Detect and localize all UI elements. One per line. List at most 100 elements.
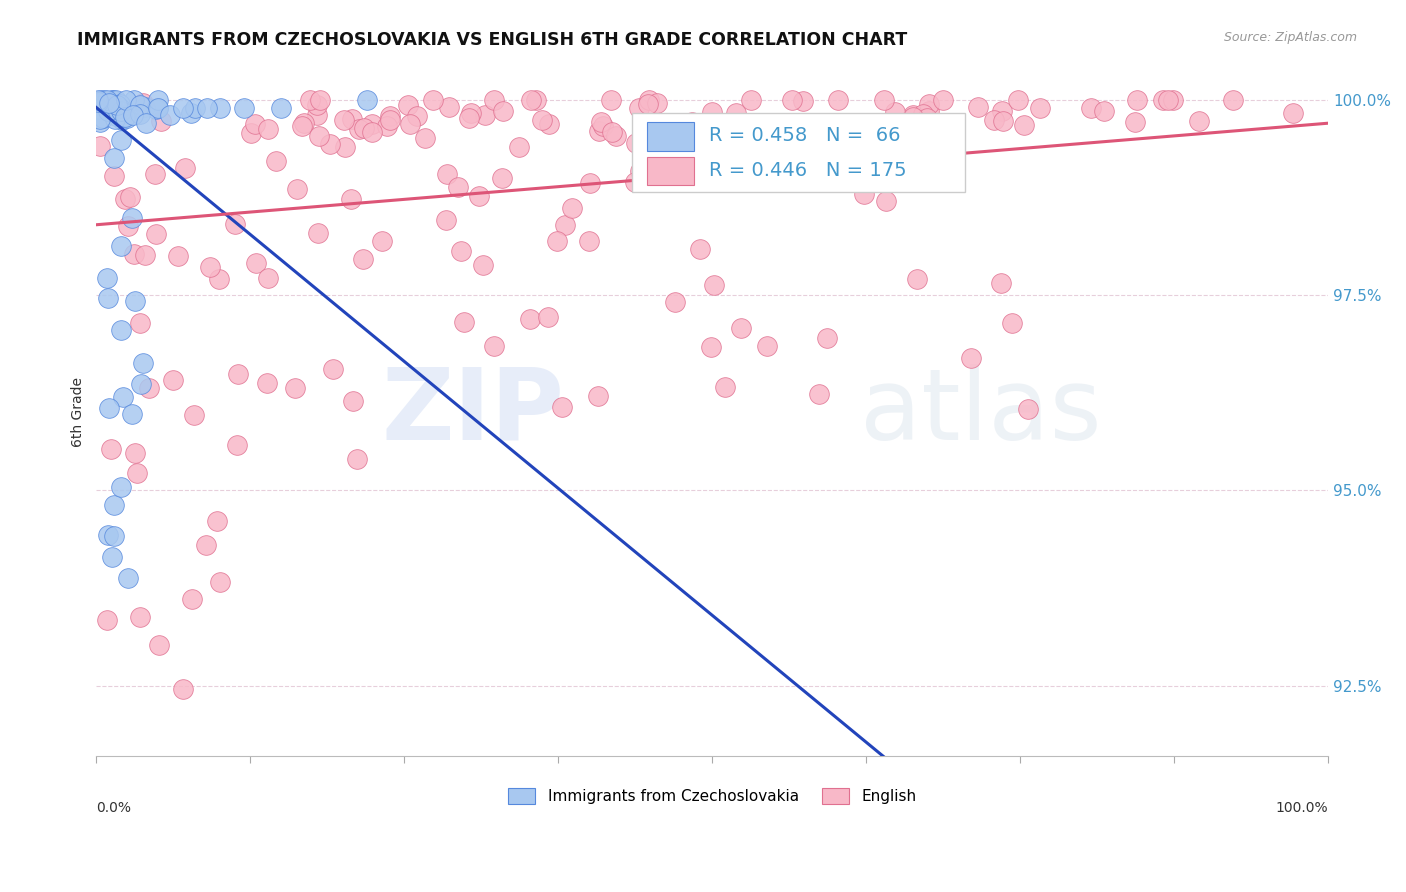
Point [471, 258, 494, 272]
Point [422, 93, 444, 107]
Point [356, 93, 378, 107]
Point [105, 98, 128, 112]
Point [551, 401, 574, 415]
Point [322, 362, 344, 376]
Point [1017, 402, 1039, 417]
Point [285, 182, 308, 196]
Point [624, 175, 647, 189]
Point [664, 123, 686, 137]
Point [1123, 115, 1146, 129]
Point [225, 438, 247, 452]
Point [664, 295, 686, 310]
Point [122, 108, 145, 122]
Point [333, 140, 356, 154]
Point [1092, 104, 1115, 119]
Point [89, 139, 111, 153]
Point [554, 218, 576, 232]
Point [959, 351, 981, 366]
Point [482, 339, 505, 353]
Point [117, 219, 139, 233]
Point [245, 256, 267, 270]
Point [591, 114, 613, 128]
Point [628, 101, 651, 115]
Point [104, 112, 127, 126]
Point [624, 136, 647, 150]
Text: Source: ZipAtlas.com: Source: ZipAtlas.com [1223, 31, 1357, 45]
Point [145, 167, 167, 181]
Point [740, 93, 762, 107]
Point [484, 93, 506, 107]
Point [662, 168, 685, 182]
Point [183, 408, 205, 422]
Point [903, 110, 925, 124]
Point [124, 294, 146, 309]
Point [132, 356, 155, 370]
Point [491, 103, 513, 118]
Point [145, 227, 167, 241]
Point [105, 99, 128, 113]
Point [844, 127, 866, 141]
Point [134, 100, 156, 114]
Point [97, 292, 120, 306]
Point [633, 142, 655, 156]
Point [87, 94, 110, 108]
Bar [647, 122, 693, 151]
Point [104, 109, 127, 123]
Point [89, 114, 111, 128]
Point [146, 101, 169, 115]
Point [270, 101, 292, 115]
Point [115, 111, 138, 125]
Point [266, 153, 288, 168]
Legend: Immigrants from Czechoslovakia, English: Immigrants from Czechoslovakia, English [502, 782, 922, 810]
Point [1029, 101, 1052, 115]
Point [103, 151, 125, 165]
Point [912, 107, 935, 121]
Point [243, 117, 266, 131]
Point [103, 529, 125, 543]
Point [86, 95, 108, 109]
Point [86, 93, 108, 107]
Point [1080, 101, 1102, 115]
Point [307, 227, 329, 241]
Point [437, 100, 460, 114]
Point [460, 106, 482, 120]
Point [108, 97, 131, 112]
Point [124, 246, 146, 260]
Point [453, 315, 475, 329]
Point [730, 320, 752, 334]
Point [89, 112, 111, 127]
Point [114, 111, 136, 125]
Point [110, 480, 132, 494]
Point [305, 108, 328, 122]
Point [361, 117, 384, 131]
Point [148, 638, 170, 652]
Point [537, 117, 560, 131]
Point [927, 123, 949, 137]
Point [446, 179, 468, 194]
Point [97, 96, 120, 111]
Point [699, 121, 721, 136]
Point [103, 499, 125, 513]
Point [681, 114, 703, 128]
Point [827, 93, 849, 107]
Point [128, 609, 150, 624]
Point [920, 127, 942, 141]
Point [918, 104, 941, 119]
Point [852, 186, 875, 201]
Point [86, 102, 108, 116]
Point [546, 234, 568, 248]
Point [299, 93, 322, 107]
Point [307, 97, 329, 112]
Point [1007, 93, 1029, 107]
Point [96, 271, 118, 285]
Point [967, 100, 990, 114]
Point [780, 93, 803, 107]
Text: R = 0.458   N =  66: R = 0.458 N = 66 [709, 127, 900, 145]
Point [100, 442, 122, 456]
Point [121, 211, 143, 225]
Point [125, 466, 148, 480]
Point [406, 109, 429, 123]
Point [308, 129, 330, 144]
Point [292, 115, 315, 129]
Point [110, 104, 132, 119]
